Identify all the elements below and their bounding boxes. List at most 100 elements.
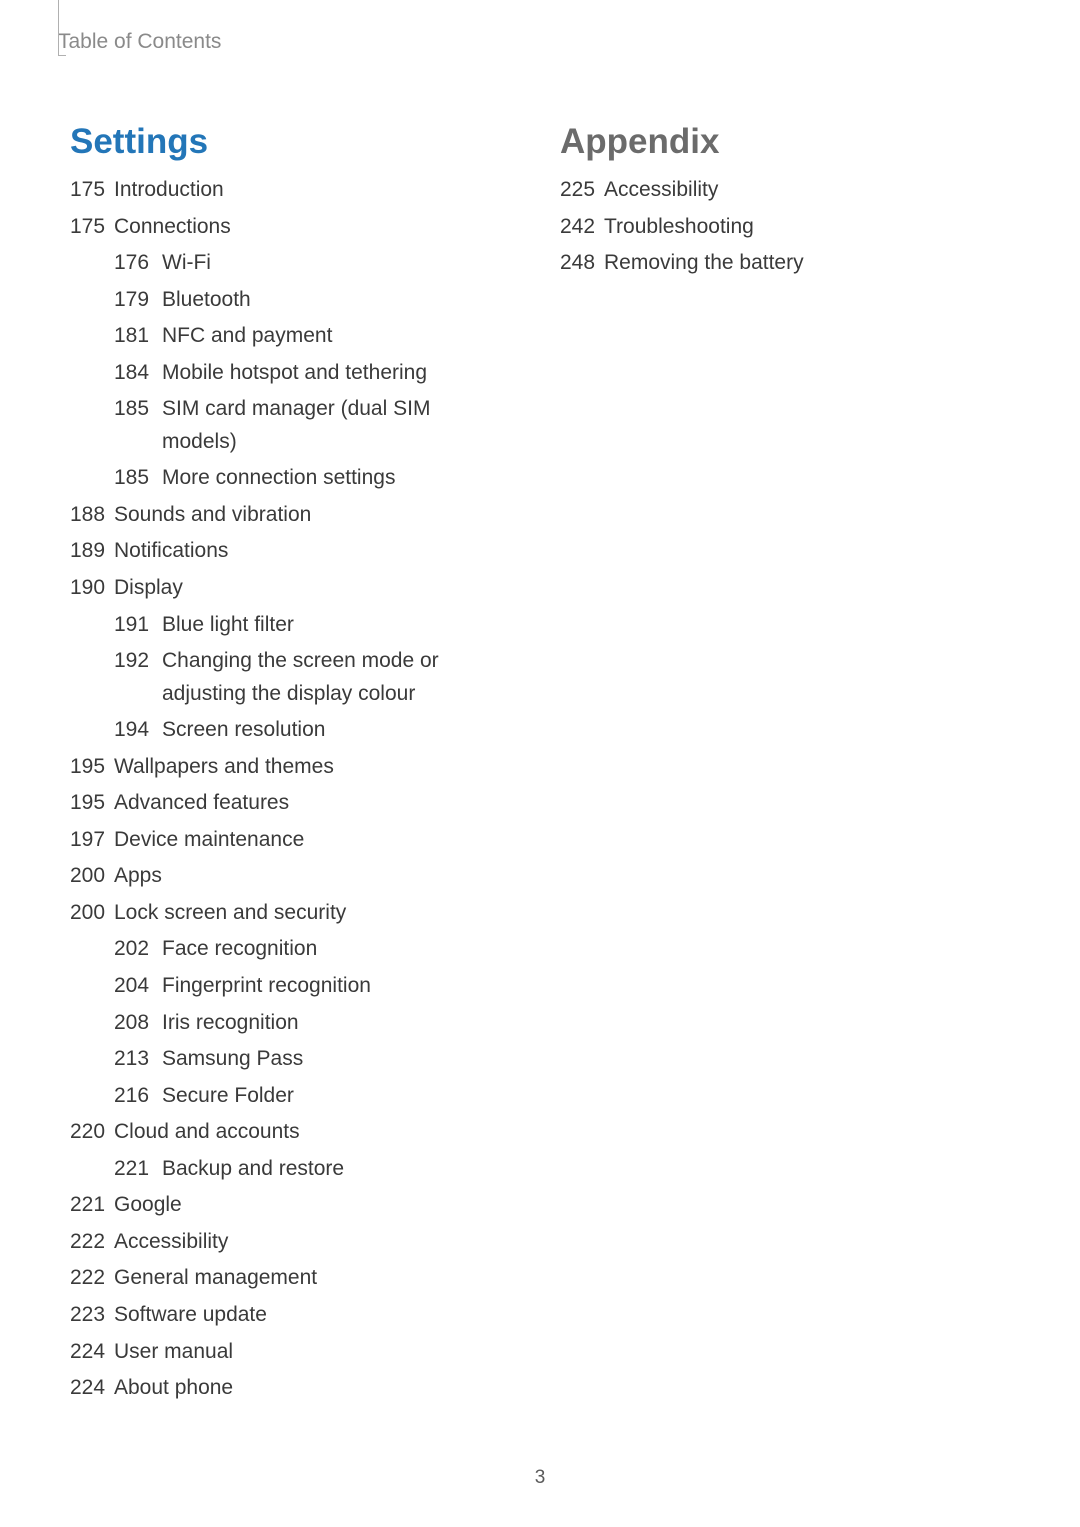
toc-page-number: 175 — [70, 174, 114, 207]
toc-page-number: 179 — [114, 284, 162, 317]
toc-page-number: 175 — [70, 211, 114, 244]
running-head: Table of Contents — [58, 30, 1010, 62]
toc-subentry[interactable]: 184Mobile hotspot and tethering — [114, 357, 520, 390]
toc-label: About phone — [114, 1372, 520, 1405]
toc-page-number: 224 — [70, 1372, 114, 1405]
header-rule — [58, 0, 66, 56]
toc-page: Table of Contents Settings 175Introductio… — [0, 0, 1080, 1409]
toc-label: Changing the screen mode or adjusting th… — [162, 645, 520, 710]
toc-label: Blue light filter — [162, 609, 520, 642]
toc-subentry[interactable]: 191Blue light filter — [114, 609, 520, 642]
toc-subentry[interactable]: 194Screen resolution — [114, 714, 520, 747]
toc-page-number: 221 — [70, 1189, 114, 1222]
toc-subentry[interactable]: 176Wi-Fi — [114, 247, 520, 280]
toc-entry[interactable]: 222General management — [70, 1262, 520, 1295]
toc-page-number: 220 — [70, 1116, 114, 1149]
toc-entry[interactable]: 200Lock screen and security — [70, 897, 520, 930]
toc-page-number: 189 — [70, 535, 114, 568]
toc-label: Display — [114, 572, 520, 605]
toc-label: Apps — [114, 860, 520, 893]
toc-label: Device maintenance — [114, 824, 520, 857]
toc-entry[interactable]: 242Troubleshooting — [560, 211, 1010, 244]
toc-list: 175Introduction175Connections176Wi-Fi179… — [70, 174, 520, 1405]
toc-page-number: 195 — [70, 787, 114, 820]
toc-subentry[interactable]: 208Iris recognition — [114, 1007, 520, 1040]
toc-columns: Settings175Introduction175Connections176… — [70, 122, 1010, 1409]
toc-label: Cloud and accounts — [114, 1116, 520, 1149]
toc-subentry[interactable]: 213Samsung Pass — [114, 1043, 520, 1076]
toc-entry[interactable]: 224User manual — [70, 1336, 520, 1369]
toc-page-number: 213 — [114, 1043, 162, 1076]
toc-entry[interactable]: 195Wallpapers and themes — [70, 751, 520, 784]
toc-entry[interactable]: 222Accessibility — [70, 1226, 520, 1259]
toc-page-number: 176 — [114, 247, 162, 280]
toc-label: Introduction — [114, 174, 520, 207]
toc-page-number: 223 — [70, 1299, 114, 1332]
toc-sublist: 202Face recognition204Fingerprint recogn… — [70, 933, 520, 1112]
toc-label: Screen resolution — [162, 714, 520, 747]
toc-page-number: 191 — [114, 609, 162, 642]
toc-page-number: 192 — [114, 645, 162, 678]
toc-subentry[interactable]: 204Fingerprint recognition — [114, 970, 520, 1003]
toc-label: User manual — [114, 1336, 520, 1369]
toc-page-number: 194 — [114, 714, 162, 747]
toc-page-number: 222 — [70, 1226, 114, 1259]
toc-label: Accessibility — [114, 1226, 520, 1259]
toc-label: NFC and payment — [162, 320, 520, 353]
toc-entry[interactable]: 175Introduction — [70, 174, 520, 207]
toc-page-number: 202 — [114, 933, 162, 966]
toc-subentry[interactable]: 185More connection settings — [114, 462, 520, 495]
section-title: Settings — [70, 122, 520, 162]
toc-entry[interactable]: 189Notifications — [70, 535, 520, 568]
toc-page-number: 184 — [114, 357, 162, 390]
toc-label: Google — [114, 1189, 520, 1222]
toc-page-number: 188 — [70, 499, 114, 532]
toc-sublist: 176Wi-Fi179Bluetooth181NFC and payment18… — [70, 247, 520, 495]
toc-page-number: 225 — [560, 174, 604, 207]
toc-label: Iris recognition — [162, 1007, 520, 1040]
toc-page-number: 185 — [114, 462, 162, 495]
toc-subentry[interactable]: 179Bluetooth — [114, 284, 520, 317]
toc-page-number: 216 — [114, 1080, 162, 1113]
toc-label: Connections — [114, 211, 520, 244]
toc-page-number: 204 — [114, 970, 162, 1003]
toc-entry[interactable]: 195Advanced features — [70, 787, 520, 820]
toc-subentry[interactable]: 185SIM card manager (dual SIM models) — [114, 393, 520, 458]
toc-entry[interactable]: 248Removing the battery — [560, 247, 1010, 280]
toc-label: Accessibility — [604, 174, 1010, 207]
toc-label: More connection settings — [162, 462, 520, 495]
toc-entry[interactable]: 220Cloud and accounts — [70, 1116, 520, 1149]
toc-subentry[interactable]: 216Secure Folder — [114, 1080, 520, 1113]
toc-label: SIM card manager (dual SIM models) — [162, 393, 520, 458]
toc-entry[interactable]: 200Apps — [70, 860, 520, 893]
page-number: 3 — [0, 1467, 1080, 1489]
toc-page-number: 224 — [70, 1336, 114, 1369]
toc-subentry[interactable]: 221Backup and restore — [114, 1153, 520, 1186]
toc-subentry[interactable]: 192Changing the screen mode or adjusting… — [114, 645, 520, 710]
toc-label: Fingerprint recognition — [162, 970, 520, 1003]
toc-subentry[interactable]: 181NFC and payment — [114, 320, 520, 353]
toc-page-number: 248 — [560, 247, 604, 280]
toc-page-number: 197 — [70, 824, 114, 857]
toc-label: Sounds and vibration — [114, 499, 520, 532]
toc-label: Troubleshooting — [604, 211, 1010, 244]
toc-entry[interactable]: 221Google — [70, 1189, 520, 1222]
toc-label: Wi-Fi — [162, 247, 520, 280]
toc-entry[interactable]: 197Device maintenance — [70, 824, 520, 857]
toc-label: Bluetooth — [162, 284, 520, 317]
toc-entry[interactable]: 190Display — [70, 572, 520, 605]
section-title: Appendix — [560, 122, 1010, 162]
toc-sublist: 221Backup and restore — [70, 1153, 520, 1186]
toc-label: Mobile hotspot and tethering — [162, 357, 520, 390]
toc-entry[interactable]: 224About phone — [70, 1372, 520, 1405]
toc-label: Advanced features — [114, 787, 520, 820]
toc-page-number: 221 — [114, 1153, 162, 1186]
toc-label: Face recognition — [162, 933, 520, 966]
toc-subentry[interactable]: 202Face recognition — [114, 933, 520, 966]
toc-entry[interactable]: 188Sounds and vibration — [70, 499, 520, 532]
toc-entry[interactable]: 225Accessibility — [560, 174, 1010, 207]
toc-entry[interactable]: 175Connections — [70, 211, 520, 244]
toc-entry[interactable]: 223Software update — [70, 1299, 520, 1332]
toc-page-number: 181 — [114, 320, 162, 353]
toc-label: Notifications — [114, 535, 520, 568]
